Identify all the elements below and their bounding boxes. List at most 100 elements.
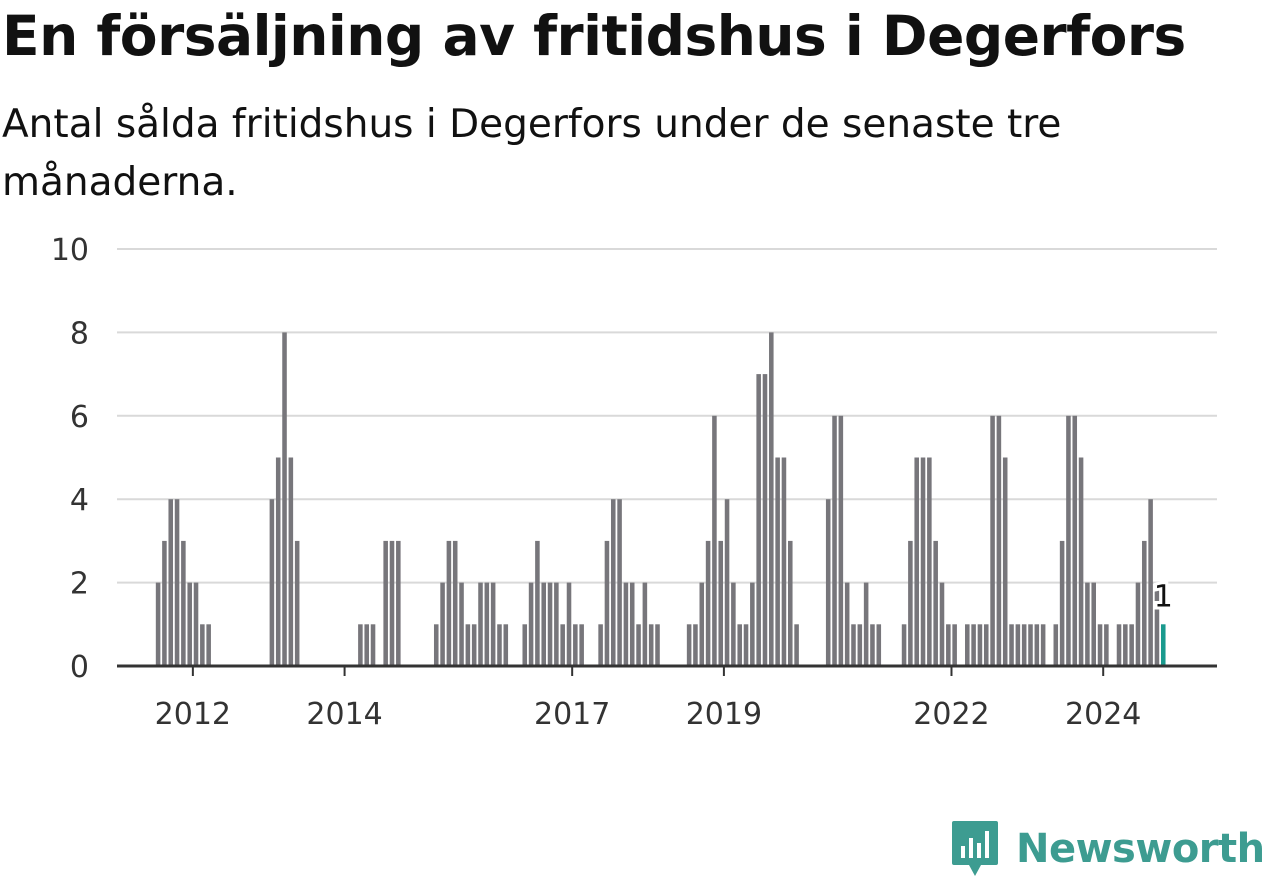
bar [1135, 582, 1141, 666]
bar [699, 582, 705, 666]
gridlines [117, 248, 1217, 584]
bar [181, 540, 186, 666]
bar [528, 582, 534, 666]
bar [522, 624, 528, 666]
bar [1009, 624, 1014, 666]
bar [870, 624, 875, 666]
brand-name: Newsworthy [1016, 826, 1262, 872]
bar [996, 415, 1002, 666]
bar [750, 582, 755, 666]
bar [983, 624, 989, 666]
bar [503, 624, 509, 666]
bar [389, 540, 395, 666]
bar [1072, 415, 1078, 666]
bar [838, 415, 844, 666]
bar [497, 624, 502, 666]
bar [1097, 624, 1103, 666]
bar [566, 582, 572, 666]
bar [1021, 624, 1027, 666]
bar [1154, 582, 1160, 666]
bar [1078, 457, 1084, 666]
bar [648, 624, 654, 666]
bar [573, 624, 578, 666]
bar [1015, 624, 1021, 666]
chart-title: En försäljning av fritidshus i Degerfors [2, 4, 1186, 68]
bar [965, 624, 970, 666]
bar [617, 499, 622, 666]
bar [686, 624, 692, 666]
bar [358, 624, 363, 666]
x-tick-label: 2014 [306, 697, 382, 732]
bar [294, 540, 300, 666]
bar [857, 624, 863, 666]
bar [832, 415, 837, 666]
bar [825, 499, 831, 666]
bar [769, 332, 774, 666]
bar [1002, 457, 1008, 666]
bar [990, 415, 995, 666]
y-tick-label: 2 [70, 567, 89, 602]
bar [275, 457, 281, 666]
bar [364, 624, 369, 666]
bar [370, 624, 376, 666]
bar [1053, 624, 1059, 666]
brand-logo: Newsworthy [950, 818, 1262, 880]
bar [636, 624, 641, 666]
bar [794, 624, 799, 666]
bar [977, 624, 983, 666]
bar [535, 540, 540, 666]
x-tick-label: 2017 [534, 697, 610, 732]
bar [554, 582, 559, 666]
bar [155, 582, 161, 666]
bar [876, 624, 882, 666]
x-axis-ticks: 2012 2014 2017 2019 2022 2024 [155, 666, 1141, 732]
bar [781, 457, 787, 666]
bar [440, 582, 445, 666]
bar [579, 624, 584, 666]
bar [396, 540, 401, 666]
bar-chart: 0 2 4 6 8 10 2012 2014 2017 2019 2022 2024 1 [51, 233, 1217, 732]
bar-chart-speech-bubble-icon [952, 821, 998, 876]
bar [471, 624, 477, 666]
bar [598, 624, 603, 666]
bar [1091, 582, 1096, 666]
bar [1129, 624, 1134, 666]
bar [168, 499, 174, 666]
bar [642, 582, 648, 666]
bar [920, 457, 926, 666]
bar [478, 582, 483, 666]
bar [490, 582, 496, 666]
bar [1040, 624, 1046, 666]
x-tick-label: 2019 [686, 697, 762, 732]
bar [452, 540, 458, 666]
y-axis-ticks: 0 2 4 6 8 10 [51, 233, 89, 685]
bar [952, 624, 957, 666]
bar [174, 499, 180, 666]
bar [737, 624, 742, 666]
bar [162, 540, 167, 666]
bar [1028, 624, 1033, 666]
x-tick-label: 2022 [913, 697, 989, 732]
bar [560, 624, 565, 666]
bar-highlight [1160, 624, 1166, 666]
bar [775, 457, 780, 666]
bar [901, 624, 907, 666]
bar [863, 582, 869, 666]
bar [1085, 582, 1090, 666]
bar [718, 540, 724, 666]
bar [193, 582, 199, 666]
y-tick-label: 0 [70, 650, 89, 685]
bar [1123, 624, 1128, 666]
bar [655, 624, 660, 666]
bar [1059, 540, 1065, 666]
x-tick-label: 2012 [155, 697, 231, 732]
bar [908, 540, 913, 666]
bar [446, 540, 452, 666]
bars [155, 332, 1166, 666]
bar [939, 582, 945, 666]
y-tick-label: 8 [70, 316, 89, 351]
x-tick-label: 2024 [1065, 697, 1141, 732]
bar [459, 582, 464, 666]
bar [762, 374, 768, 666]
bar [1104, 624, 1109, 666]
